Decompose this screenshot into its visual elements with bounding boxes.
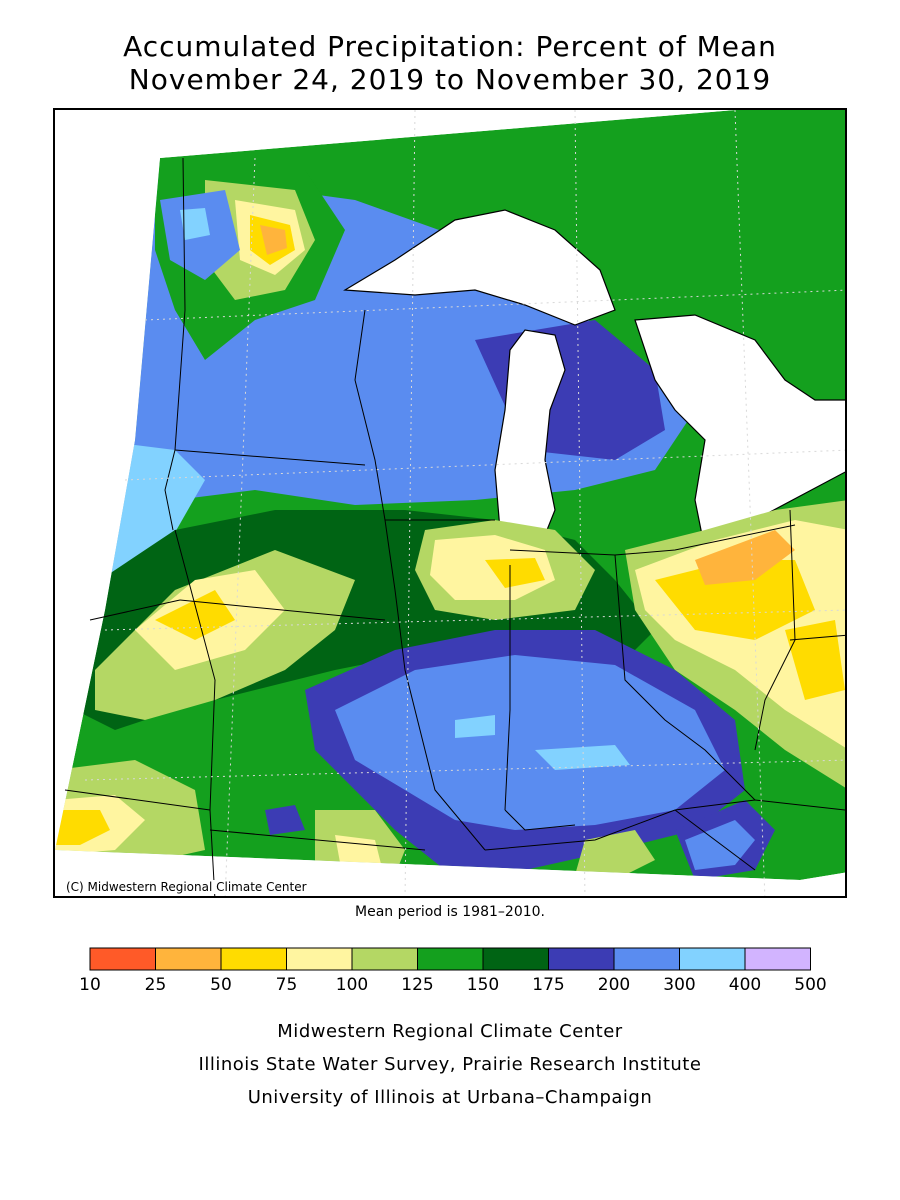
- legend-tick-150: 150: [466, 975, 500, 995]
- legend-color-bar: [89, 947, 811, 971]
- legend-swatch-100-125: [351, 947, 418, 971]
- legend-swatch-150-175: [482, 947, 549, 971]
- legend-tick-175: 175: [532, 975, 565, 995]
- legend-tick-200: 200: [597, 975, 631, 995]
- legend-tick-400: 400: [728, 975, 762, 995]
- legend-tick-50: 50: [210, 975, 232, 995]
- legend-tick-300: 300: [663, 975, 696, 995]
- legend-tick-500: 500: [794, 975, 827, 995]
- precipitation-map: (C) Midwestern Regional Climate Center: [53, 108, 847, 898]
- legend-swatch-10-25: [89, 947, 156, 971]
- graticule: [84, 110, 845, 896]
- legend-swatch-125-150: [417, 947, 484, 971]
- legend-tick-75: 75: [275, 975, 298, 995]
- legend-swatch-175-200: [548, 947, 615, 971]
- legend-swatch-300-400: [679, 947, 746, 971]
- legend-swatch-25-50: [155, 947, 222, 971]
- credit-survey: Illinois State Water Survey, Prairie Res…: [198, 1054, 702, 1075]
- state-boundaries: [64, 157, 845, 896]
- legend-tick-100: 100: [335, 975, 369, 995]
- legend-tick-labels: 10 25 50 75 100 125 150 175 200 300 400 500: [0, 975, 900, 999]
- legend-swatch-50-75: [220, 947, 287, 971]
- legend-tick-125: 125: [401, 975, 434, 995]
- credit-university: University of Illinois at Urbana–Champai…: [247, 1087, 653, 1108]
- map-date-range: November 24, 2019 to November 30, 2019: [128, 63, 772, 96]
- mean-period-note: Mean period is 1981–2010.: [355, 904, 545, 920]
- credit-org: Midwestern Regional Climate Center: [277, 1021, 623, 1042]
- legend-swatch-400-500: [744, 947, 811, 971]
- legend-swatch-200-300: [613, 947, 680, 971]
- copyright-label: (C) Midwestern Regional Climate Center: [63, 880, 310, 894]
- legend-tick-10: 10: [79, 975, 101, 995]
- precip-contours: [55, 110, 845, 880]
- map-title: Accumulated Precipitation: Percent of Me…: [123, 30, 777, 63]
- legend-swatch-75-100: [286, 947, 353, 971]
- legend-tick-25: 25: [144, 975, 167, 995]
